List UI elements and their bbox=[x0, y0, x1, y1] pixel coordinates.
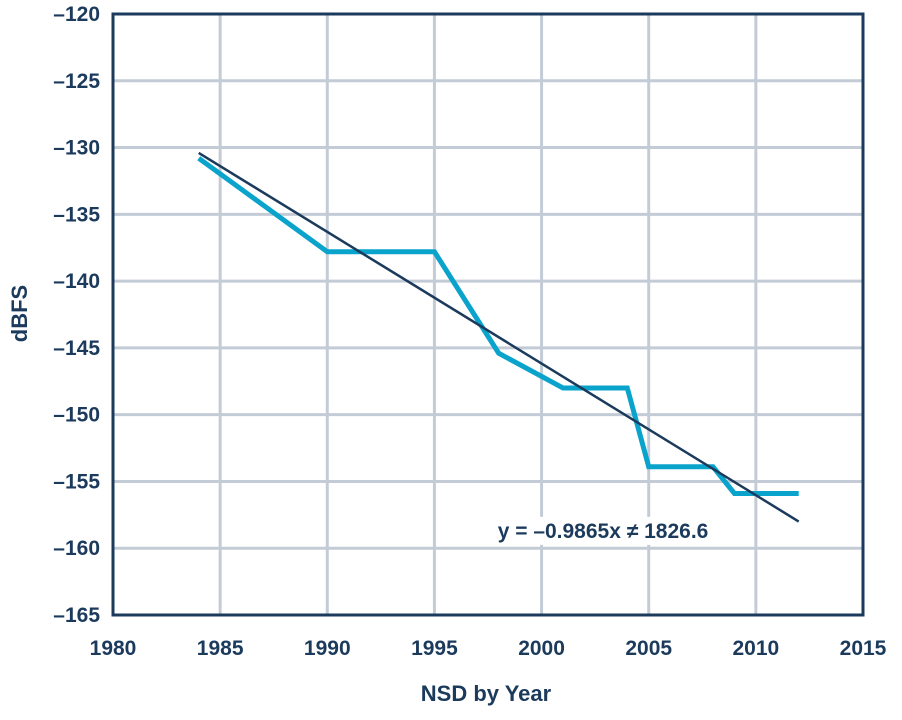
y-tick-label: –155 bbox=[53, 470, 100, 493]
y-tick-label: –150 bbox=[53, 404, 100, 427]
y-tick-label: –120 bbox=[53, 3, 100, 26]
x-tick-label: 1990 bbox=[304, 637, 351, 660]
y-tick-label: –125 bbox=[53, 70, 100, 93]
y-tick-label: –165 bbox=[53, 604, 100, 627]
x-tick-label: 1995 bbox=[411, 637, 458, 660]
x-axis-title: NSD by Year bbox=[421, 681, 552, 706]
y-axis-ticks: –120 –125 –130 –135 –140 –145 –150 –155 –160 –165 bbox=[53, 3, 100, 627]
y-tick-label: –130 bbox=[53, 137, 100, 160]
trendline bbox=[198, 151, 800, 523]
x-tick-label: 2015 bbox=[840, 637, 887, 660]
x-axis-ticks: 1980 1985 1990 1995 2000 2005 2010 2015 bbox=[90, 637, 887, 660]
plot-border bbox=[111, 12, 865, 617]
y-axis-title: dBFS bbox=[7, 285, 32, 342]
annotation-background bbox=[492, 516, 743, 545]
y-tick-label: –160 bbox=[53, 537, 100, 560]
y-tick-label: –140 bbox=[53, 270, 100, 293]
x-tick-label: 2005 bbox=[625, 637, 672, 660]
grid bbox=[113, 14, 863, 615]
trendline-equation: y = –0.9865x ≠ 1826.6 bbox=[498, 520, 709, 543]
x-tick-label: 1980 bbox=[90, 637, 137, 660]
x-tick-label: 1985 bbox=[197, 637, 244, 660]
y-tick-label: –145 bbox=[53, 337, 100, 360]
y-tick-label: –135 bbox=[53, 203, 100, 226]
x-tick-label: 2010 bbox=[732, 637, 779, 660]
plot-frame bbox=[111, 12, 865, 617]
series-layer bbox=[197, 151, 800, 523]
nsd-series-line bbox=[197, 156, 799, 496]
x-tick-label: 2000 bbox=[518, 637, 565, 660]
